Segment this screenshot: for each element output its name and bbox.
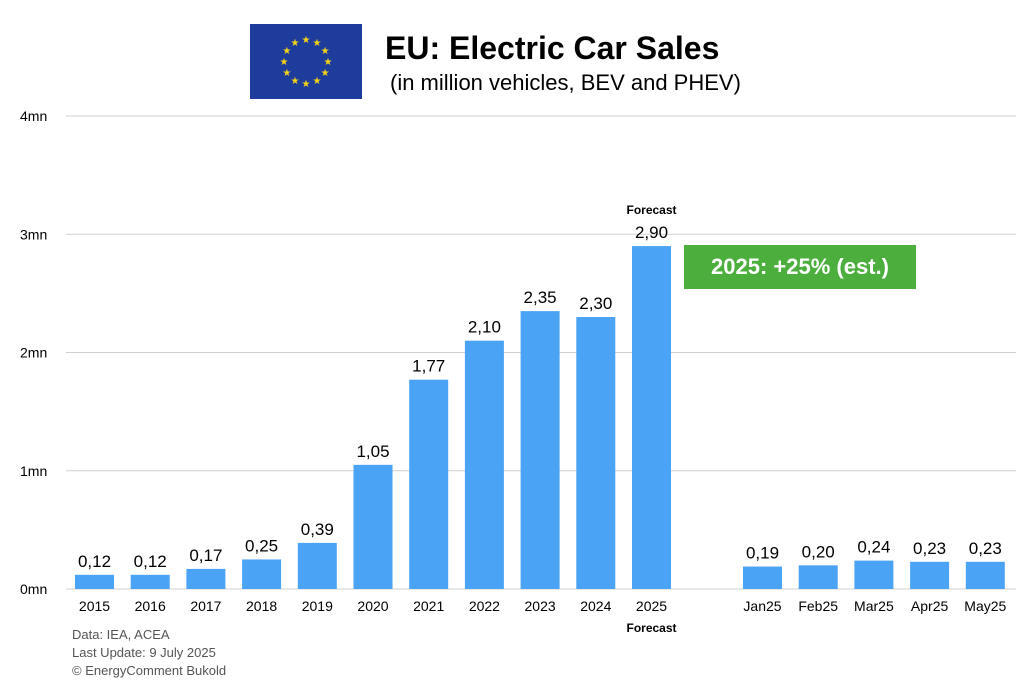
- bar-2023: [520, 311, 560, 589]
- value-label-2022: 2,10: [468, 318, 501, 337]
- bars: [75, 246, 1005, 589]
- flag-star: ★: [313, 38, 322, 49]
- value-label-2020: 1,05: [356, 442, 389, 461]
- bar-2025: [632, 246, 671, 589]
- flag-star: ★: [321, 46, 330, 57]
- y-tick-label: 0mn: [20, 581, 47, 597]
- x-tick-label-2017: 2017: [190, 598, 221, 614]
- flag-star: ★: [324, 57, 333, 68]
- x-tick-label-May25: May25: [964, 598, 1006, 614]
- flag-star: ★: [302, 79, 311, 90]
- value-label-Jan25: 0,19: [746, 544, 779, 563]
- bar-2019: [297, 542, 337, 589]
- copyright-text: © EnergyComment Bukold: [72, 663, 227, 678]
- bar-2015: [75, 574, 114, 589]
- x-tick-label-Jan25: Jan25: [743, 598, 781, 614]
- source-text: Data: IEA, ACEA: [72, 627, 170, 642]
- bar-2021: [409, 379, 449, 589]
- chart-title: EU: Electric Car Sales: [385, 30, 720, 66]
- value-label-2025: 2,90: [635, 223, 668, 242]
- flag-star: ★: [313, 76, 322, 87]
- x-tick-label-Mar25: Mar25: [854, 598, 894, 614]
- bar-2017: [186, 568, 226, 589]
- bar-Mar25: [854, 560, 894, 589]
- value-label-Mar25: 0,24: [857, 538, 890, 557]
- axis-labels: 0mn 1mn 2mn 3mn 4mn 2015 2016 2017 2018 2019 2020 2…: [20, 108, 1007, 614]
- bar-2020: [353, 464, 393, 589]
- flag-star: ★: [302, 35, 311, 46]
- bar-May25: [965, 561, 1005, 589]
- x-tick-label-2019: 2019: [302, 598, 333, 614]
- y-tick-label: 1mn: [20, 463, 47, 479]
- value-label-2017: 0,17: [189, 546, 222, 565]
- forecast-annotation-below: Forecast: [626, 621, 676, 635]
- flag-star: ★: [282, 68, 291, 79]
- chart-subtitle: (in million vehicles, BEV and PHEV): [390, 70, 741, 95]
- y-tick-label: 4mn: [20, 108, 47, 124]
- flag-star: ★: [291, 38, 300, 49]
- value-label-Feb25: 0,20: [802, 542, 835, 561]
- last-update-text: Last Update: 9 July 2025: [72, 645, 216, 660]
- value-label-2024: 2,30: [579, 294, 612, 313]
- eu-flag-icon: ★ ★★★★★★★★★★★: [250, 24, 362, 99]
- value-label-2015: 0,12: [78, 552, 111, 571]
- x-tick-label-Feb25: Feb25: [798, 598, 838, 614]
- y-tick-label: 3mn: [20, 226, 47, 242]
- source-footer: Data: IEA, ACEA Last Update: 9 July 2025…: [72, 626, 226, 680]
- x-tick-label-2024: 2024: [580, 598, 611, 614]
- flag-star: ★: [280, 57, 289, 68]
- data-labels: 0,12 0,12 0,17 0,25 0,39 1,05 1,77 2,10 2,35 2,30…: [78, 203, 1002, 635]
- x-tick-label-2022: 2022: [469, 598, 500, 614]
- value-label-May25: 0,23: [969, 539, 1002, 558]
- bar-2022: [464, 340, 504, 589]
- flag-star: ★: [282, 46, 291, 57]
- flag-star: ★: [291, 76, 300, 87]
- growth-estimate-badge: 2025: +25% (est.): [684, 245, 916, 289]
- x-tick-label-2015: 2015: [79, 598, 110, 614]
- bar-2016: [130, 574, 170, 589]
- bar-Feb25: [798, 565, 838, 589]
- value-label-Apr25: 0,23: [913, 539, 946, 558]
- flag-star: ★: [321, 68, 330, 79]
- bar-2024: [576, 317, 616, 589]
- value-label-2019: 0,39: [301, 520, 334, 539]
- forecast-annotation-above: Forecast: [626, 203, 676, 217]
- value-label-2016: 0,12: [134, 552, 167, 571]
- x-tick-label-2025: 2025: [636, 598, 667, 614]
- x-tick-label-2018: 2018: [246, 598, 277, 614]
- y-tick-label: 2mn: [20, 345, 47, 361]
- value-label-2018: 0,25: [245, 536, 278, 555]
- x-tick-label-2021: 2021: [413, 598, 444, 614]
- bar-Jan25: [743, 566, 782, 589]
- x-tick-label-Apr25: Apr25: [911, 598, 949, 614]
- bar-2018: [242, 559, 282, 589]
- value-label-2021: 1,77: [412, 357, 445, 376]
- value-label-2023: 2,35: [524, 288, 557, 307]
- x-tick-label-2016: 2016: [135, 598, 166, 614]
- bar-Apr25: [910, 561, 950, 589]
- x-tick-label-2020: 2020: [357, 598, 388, 614]
- x-tick-label-2023: 2023: [525, 598, 556, 614]
